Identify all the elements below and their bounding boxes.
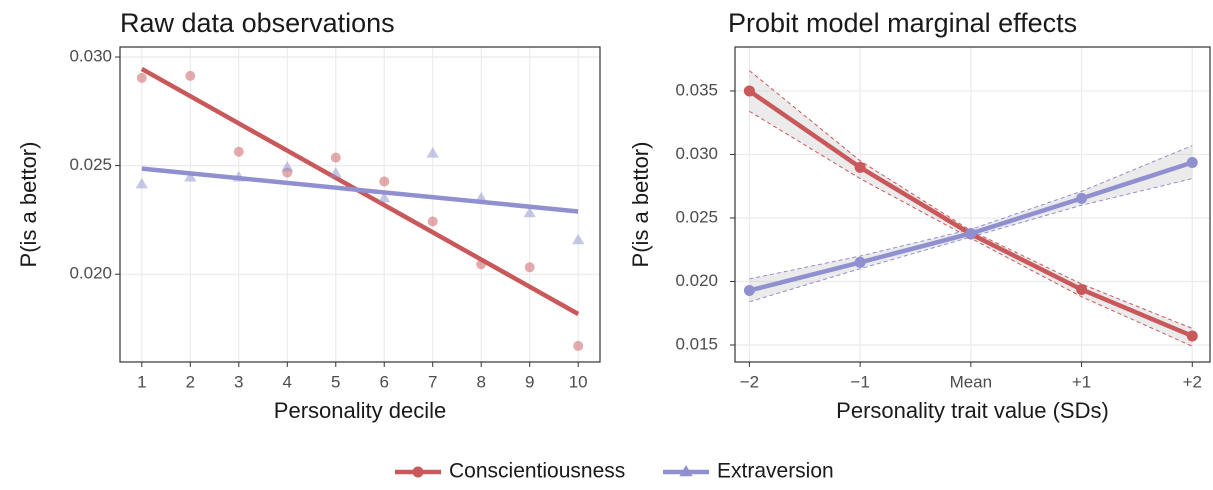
point xyxy=(185,70,196,81)
x-tick-label: 6 xyxy=(380,372,389,391)
y-tick-label: 0.020 xyxy=(69,264,112,283)
legend-marker xyxy=(412,466,424,478)
point xyxy=(1076,283,1088,295)
point xyxy=(573,340,584,351)
x-tick-label: 7 xyxy=(428,372,437,391)
point xyxy=(379,176,390,187)
point xyxy=(233,146,244,157)
x-tick-label: 5 xyxy=(331,372,340,391)
legend-marker xyxy=(679,465,693,477)
confidence-edge xyxy=(749,178,1193,303)
point xyxy=(743,284,755,296)
point xyxy=(426,147,439,158)
legend-label: Conscientiousness xyxy=(449,460,625,483)
chart-title: Probit model marginal effects xyxy=(728,8,1077,38)
x-axis-title: Personality decile xyxy=(274,398,446,423)
x-tick-label: 9 xyxy=(525,372,534,391)
point xyxy=(524,262,535,273)
point xyxy=(184,171,197,182)
legend-label: Extraversion xyxy=(717,460,834,483)
point xyxy=(427,216,438,227)
point xyxy=(281,161,294,172)
x-tick-label: Mean xyxy=(950,372,993,391)
y-tick-label: 0.020 xyxy=(675,271,718,290)
y-tick-label: 0.030 xyxy=(69,46,112,65)
point xyxy=(330,152,341,163)
y-tick-label: 0.015 xyxy=(675,334,718,353)
point xyxy=(378,191,391,203)
point xyxy=(1186,330,1198,342)
point xyxy=(329,167,342,178)
y-tick-label: 0.025 xyxy=(69,155,112,174)
point xyxy=(854,256,866,268)
point xyxy=(136,72,147,83)
x-axis-title: Personality trait value (SDs) xyxy=(836,398,1109,423)
plot-border xyxy=(734,46,1211,363)
x-tick-label: 2 xyxy=(186,372,195,391)
x-tick-label: −1 xyxy=(850,372,869,391)
x-tick-label: +1 xyxy=(1072,372,1091,391)
x-tick-label: 4 xyxy=(283,372,292,391)
x-tick-label: 3 xyxy=(234,372,243,391)
x-tick-label: +2 xyxy=(1183,372,1202,391)
point xyxy=(1076,192,1088,204)
point xyxy=(1186,156,1198,168)
point xyxy=(135,178,148,189)
y-axis-title: P(is a bettor) xyxy=(16,142,41,268)
y-tick-label: 0.035 xyxy=(675,80,718,99)
y-tick-label: 0.030 xyxy=(675,144,718,163)
x-tick-label: 10 xyxy=(569,372,588,391)
y-tick-label: 0.025 xyxy=(675,207,718,226)
point xyxy=(523,206,536,218)
x-tick-label: 8 xyxy=(476,372,485,391)
point xyxy=(854,161,866,173)
x-tick-label: 1 xyxy=(137,372,146,391)
point xyxy=(572,233,585,245)
x-tick-label: −2 xyxy=(740,372,759,391)
plot-border xyxy=(119,46,601,363)
chart-title: Raw data observations xyxy=(120,8,395,38)
fit-line xyxy=(141,166,579,214)
y-axis-title: P(is a bettor) xyxy=(628,142,653,268)
point xyxy=(743,85,755,97)
point xyxy=(965,227,977,239)
